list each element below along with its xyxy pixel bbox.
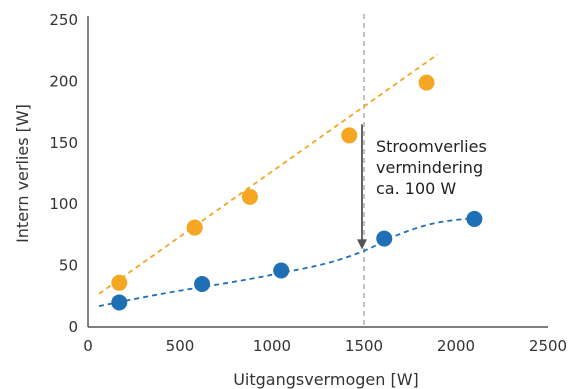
data-point-series-2 bbox=[273, 262, 290, 279]
data-point-series-2 bbox=[466, 210, 483, 227]
axes bbox=[87, 16, 548, 328]
x-axis-title: Uitgangsvermogen [W] bbox=[233, 370, 419, 389]
tick-labels: 0 500 1000 1500 2000 2500 0 50 100 150 200 250 bbox=[49, 11, 567, 355]
data-point-series-1 bbox=[418, 74, 435, 91]
x-tick-label: 1500 bbox=[345, 337, 383, 355]
y-tick-label: 0 bbox=[68, 318, 78, 336]
data-point-series-2 bbox=[376, 230, 393, 247]
y-tick-label: 100 bbox=[49, 195, 78, 213]
data-points bbox=[111, 74, 483, 311]
data-point-series-1 bbox=[186, 219, 203, 236]
data-point-series-1 bbox=[241, 188, 258, 205]
annotation-text-line: ca. 100 W bbox=[376, 179, 456, 198]
annotation-text-line: vermindering bbox=[376, 158, 483, 177]
trendline-series-1 bbox=[98, 53, 439, 295]
data-point-series-1 bbox=[111, 274, 128, 291]
data-point-series-1 bbox=[341, 127, 358, 144]
x-tick-label: 1000 bbox=[253, 337, 291, 355]
y-tick-label: 50 bbox=[59, 257, 78, 275]
data-point-series-2 bbox=[111, 294, 128, 311]
x-tick-label: 2000 bbox=[437, 337, 475, 355]
x-tick-label: 2500 bbox=[529, 337, 567, 355]
x-tick-label: 0 bbox=[83, 337, 93, 355]
x-tick-label: 500 bbox=[166, 337, 195, 355]
y-tick-label: 250 bbox=[49, 11, 78, 29]
trendlines bbox=[98, 53, 479, 308]
annotation-text-line: Stroomverlies bbox=[376, 137, 487, 156]
y-axis-title: Intern verlies [W] bbox=[13, 104, 32, 243]
data-point-series-2 bbox=[194, 276, 211, 293]
annotation-arrow-head bbox=[357, 239, 367, 250]
y-tick-label: 150 bbox=[49, 134, 78, 152]
trendline-series-2 bbox=[98, 216, 479, 308]
y-tick-label: 200 bbox=[49, 72, 78, 90]
annotation: Stroomverlies vermindering ca. 100 W bbox=[357, 124, 487, 250]
